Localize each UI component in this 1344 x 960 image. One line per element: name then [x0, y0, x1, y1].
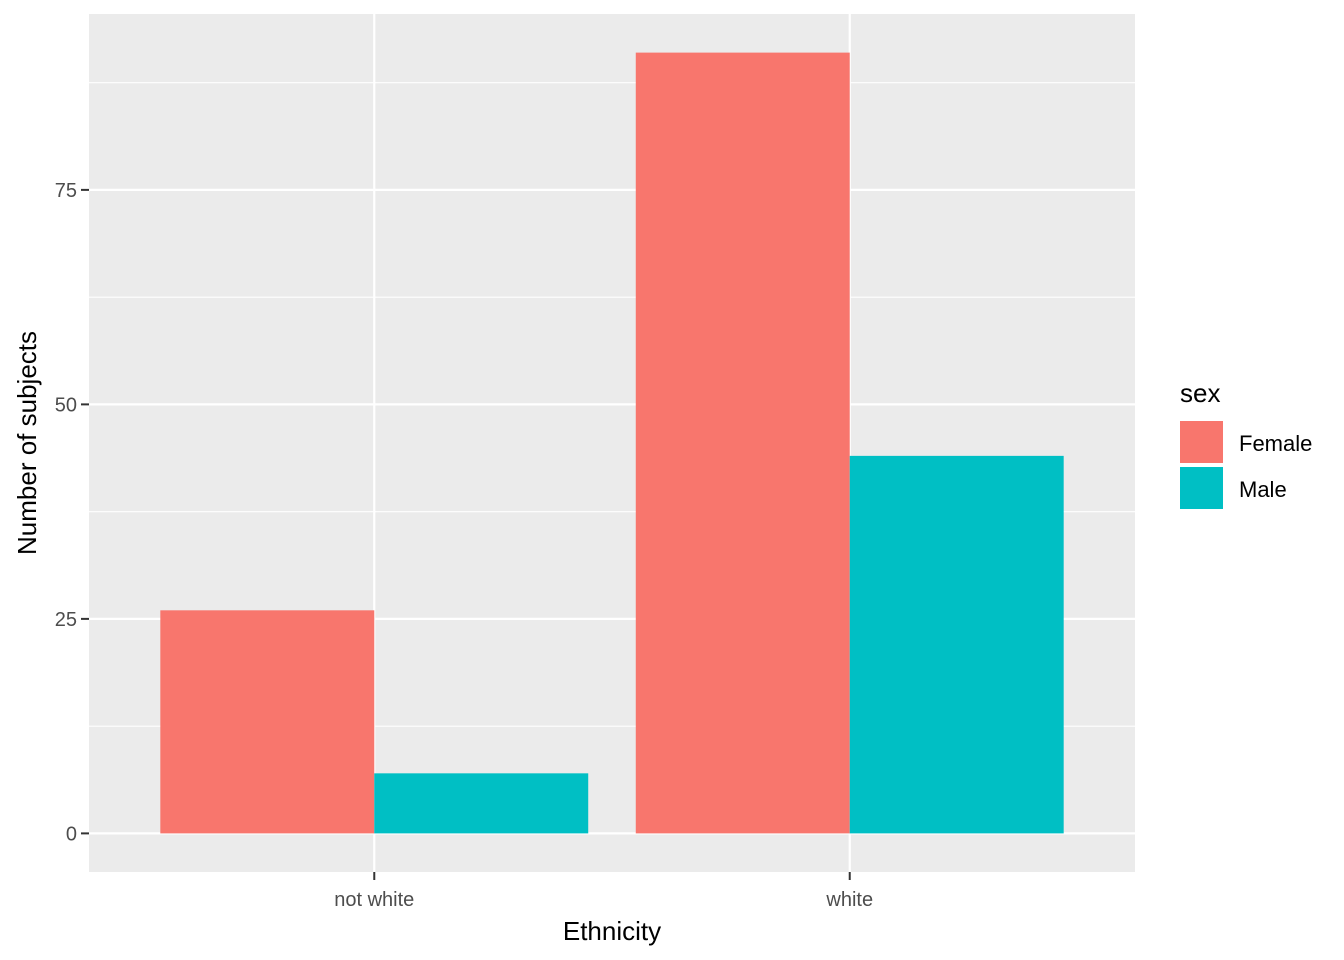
- legend-key-male: [1180, 467, 1223, 509]
- x-tick-label: not white: [334, 889, 414, 911]
- legend: sex Female Male: [1180, 378, 1312, 509]
- bar-female-white: [635, 52, 850, 834]
- y-axis: 0 25 50 75: [55, 180, 89, 845]
- legend-key-female: [1180, 421, 1223, 463]
- bar-male-not-white: [374, 773, 589, 834]
- x-axis-title: Ethnicity: [563, 916, 661, 946]
- y-tick-label: 75: [55, 180, 77, 202]
- legend-title: sex: [1180, 378, 1220, 408]
- x-tick-label: white: [825, 889, 873, 911]
- legend-label-male: Male: [1239, 477, 1287, 502]
- y-axis-title: Number of subjects: [12, 331, 42, 555]
- bars: [160, 52, 1064, 834]
- y-tick-label: 50: [55, 394, 77, 416]
- legend-label-female: Female: [1239, 431, 1312, 456]
- y-tick-label: 0: [66, 823, 77, 845]
- bar-male-white: [849, 455, 1064, 834]
- y-tick-label: 25: [55, 609, 77, 631]
- x-axis: not white white: [334, 872, 873, 911]
- bar-female-not-white: [160, 610, 375, 834]
